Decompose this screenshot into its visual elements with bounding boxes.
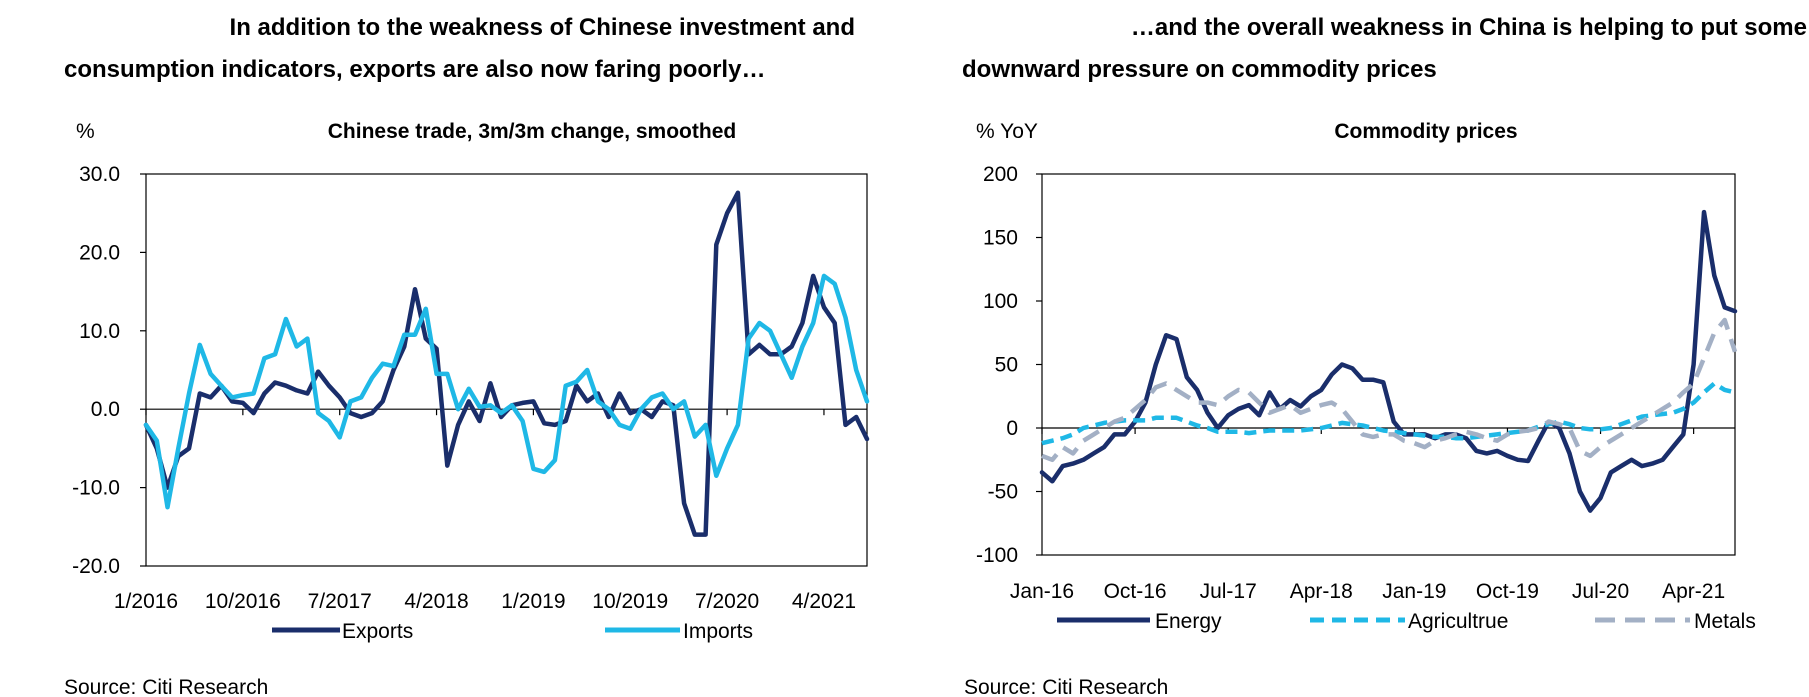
right-y-tick-label: -50 bbox=[988, 481, 1018, 504]
right-series-line-agricultrue bbox=[1041, 381, 1736, 446]
right-x-tick-label: Apr-21 bbox=[1662, 580, 1725, 603]
left-y-tick-label: -10.0 bbox=[72, 477, 120, 500]
left-source-note: Source: Citi Research bbox=[64, 676, 268, 697]
right-plot-frame bbox=[1041, 173, 1736, 556]
right-chart-title: Commodity prices bbox=[1334, 120, 1517, 143]
right-x-tick-label: Oct-19 bbox=[1476, 580, 1539, 603]
left-x-tick-label: 4/2021 bbox=[792, 590, 856, 613]
right-x-tick-label: Oct-16 bbox=[1104, 580, 1167, 603]
right-x-tick-label: Apr-18 bbox=[1290, 580, 1353, 603]
left-series-line-exports bbox=[143, 190, 870, 537]
left-x-tick-label: 4/2018 bbox=[404, 590, 468, 613]
left-legend: Exports Imports bbox=[272, 620, 753, 643]
left-y-tick-label: -20.0 bbox=[72, 555, 120, 578]
left-plot-frame bbox=[145, 173, 868, 567]
right-x-tick-label: Jul-20 bbox=[1572, 580, 1629, 603]
right-x-tick-label: Jan-19 bbox=[1382, 580, 1446, 603]
right-y-tick-label: 100 bbox=[983, 290, 1018, 313]
right-y-tick-label: 50 bbox=[995, 354, 1018, 377]
left-y-unit-label: % bbox=[76, 120, 95, 143]
left-x-tick-label: 1/2019 bbox=[501, 590, 565, 613]
right-plot-area bbox=[1039, 173, 1738, 556]
right-x-tick-label: Jul-17 bbox=[1200, 580, 1257, 603]
left-y-tick-label: 30.0 bbox=[79, 163, 120, 186]
right-legend: Energy Agricultrue Metals bbox=[1057, 610, 1756, 633]
left-x-tick-label: 1/2016 bbox=[114, 590, 178, 613]
left-x-tick-label: 10/2019 bbox=[592, 590, 668, 613]
left-y-tick-label: 0.0 bbox=[91, 398, 120, 421]
left-x-tick-label: 7/2017 bbox=[308, 590, 372, 613]
right-source-note: Source: Citi Research bbox=[964, 676, 1168, 697]
right-series-line-energy bbox=[1039, 209, 1738, 513]
left-y-tick-label: 10.0 bbox=[79, 320, 120, 343]
right-y-tick-label: 200 bbox=[983, 163, 1018, 186]
right-headline-line-1: …and the overall weakness in China is he… bbox=[1131, 14, 1807, 41]
right-y-tick-label: 150 bbox=[983, 227, 1018, 250]
right-axis-ticks: 200 150 100 50 0 -50 -100 Jan-16 Oct-16 Jul-17 Apr… bbox=[976, 163, 1725, 603]
left-plot-area bbox=[143, 173, 870, 567]
right-y-unit-label: % YoY bbox=[976, 120, 1038, 143]
left-series-line-imports bbox=[143, 273, 870, 510]
legend-label-exports: Exports bbox=[342, 620, 413, 643]
legend-label-metals: Metals bbox=[1694, 610, 1756, 633]
left-chart-title: Chinese trade, 3m/3m change, smoothed bbox=[328, 120, 736, 143]
left-headline-line-1: In addition to the weakness of Chinese i… bbox=[230, 14, 855, 41]
right-series-line-metals bbox=[1041, 317, 1738, 463]
legend-label-agricultrue: Agricultrue bbox=[1408, 610, 1508, 633]
left-y-tick-label: 20.0 bbox=[79, 241, 120, 264]
right-x-tick-label: Jan-16 bbox=[1010, 580, 1074, 603]
right-headline-line-2: downward pressure on commodity prices bbox=[962, 56, 1437, 83]
legend-label-energy: Energy bbox=[1155, 610, 1222, 633]
left-headline-line-2: consumption indicators, exports are also… bbox=[64, 56, 765, 83]
right-y-tick-label: 0 bbox=[1006, 417, 1018, 440]
left-x-tick-label: 10/2016 bbox=[205, 590, 281, 613]
legend-label-imports: Imports bbox=[683, 620, 753, 643]
left-x-tick-label: 7/2020 bbox=[695, 590, 759, 613]
right-y-tick-label: -100 bbox=[976, 544, 1018, 567]
left-axis-ticks: 30.0 20.0 10.0 0.0 -10.0 -20.0 1/2016 10/2016 7/… bbox=[72, 163, 856, 613]
